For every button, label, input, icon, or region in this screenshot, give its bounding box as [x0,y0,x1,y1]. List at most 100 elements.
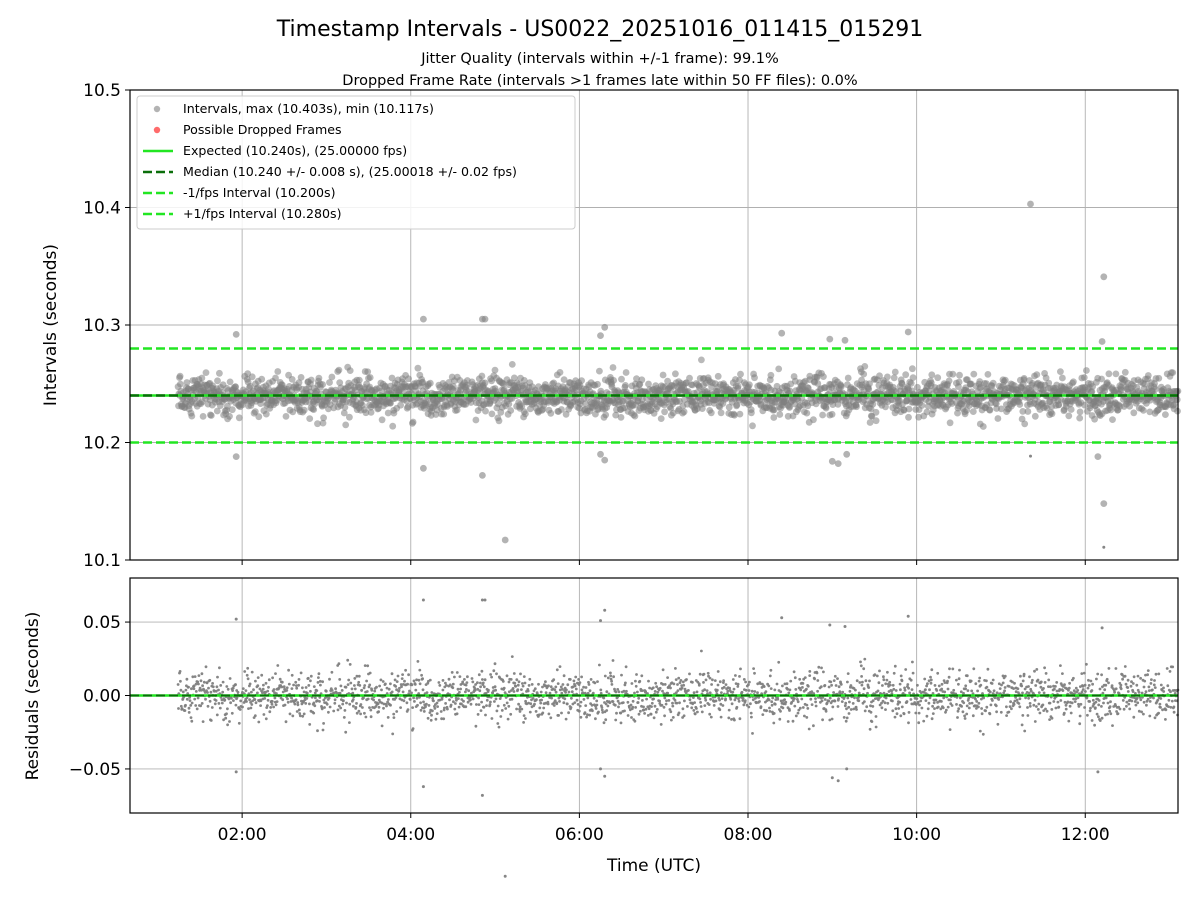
residual-point [964,687,967,691]
residual-point [239,699,243,703]
residual-point [966,689,970,692]
residual-point [505,701,509,705]
residual-point [687,689,690,692]
residual-point [555,668,559,672]
residual-point [819,685,823,689]
residual-point [600,706,604,709]
residual-point [995,710,998,714]
residual-point [517,702,520,706]
residual-point [322,722,325,725]
residual-point [471,680,475,684]
residual-point [975,707,978,710]
residual-point [253,698,257,701]
residual-point [524,717,527,720]
residual-point [1121,699,1125,702]
residual-point [309,674,313,678]
residual-point [952,688,956,692]
residual-point [1067,686,1071,690]
top-y-tick-label: 10.4 [83,199,121,219]
residual-point [810,703,814,706]
residual-point [785,682,789,686]
residual-point [845,716,849,720]
residual-point [673,698,677,702]
residual-point [932,701,936,705]
interval-point [1081,401,1088,409]
interval-point [928,371,936,379]
residual-point [436,705,439,708]
residual-point [1107,667,1111,670]
interval-point [865,385,873,393]
interval-point [255,413,263,421]
interval-point [1091,415,1098,423]
residual-point [1149,682,1153,685]
residual-point [1104,683,1108,687]
residual-point [1142,700,1146,704]
residual-point [705,689,709,692]
residual-point [918,703,921,707]
residual-point [456,687,460,691]
residual-point [1008,705,1012,708]
residual-point [794,688,798,691]
residual-point [477,696,480,700]
residual-point [547,684,550,688]
residual-point [736,685,740,688]
residual-point [685,678,688,681]
residual-point [1168,670,1172,673]
residual-point [641,689,644,692]
residual-point [1003,686,1007,689]
residual-point [564,691,567,694]
residual-point [602,696,606,700]
residual-point [389,682,392,686]
residual-point [511,687,515,690]
bottom-ticks: 02:00 04:00 06:00 08:00 10:00 12:000.050.00−0… [69,613,1110,845]
residual-point [360,688,364,692]
residual-point [692,696,695,699]
interval-point [213,407,221,415]
residual-point [410,691,413,695]
residual-point [1018,705,1022,709]
residual-point [1090,689,1094,692]
residual-point [907,721,910,725]
interval-point [736,410,744,418]
residual-point [561,687,564,691]
residual-point [1032,703,1036,707]
interval-point [882,403,889,411]
residual-point [315,689,319,692]
residual-point [846,680,849,684]
residual-point [490,675,493,679]
residual-point [962,701,966,705]
residual-point [256,691,259,695]
interval-point [518,403,526,410]
residual-point [314,696,317,700]
residual-point [321,680,324,684]
residual-point [309,689,312,693]
residual-point [1068,681,1071,685]
residual-point [469,702,473,706]
residual-point [464,705,468,709]
residual-point [704,678,708,682]
interval-point [872,408,880,416]
residual-point [590,703,594,707]
residual-point [1159,683,1163,687]
residual-point [977,679,981,683]
residual-point [747,689,751,692]
residual-point [558,700,561,703]
residual-point [413,683,417,686]
residual-point [1097,699,1101,702]
residual-point [377,705,381,709]
residual-point [1152,683,1156,687]
residual-point [693,712,697,716]
interval-point [828,410,836,418]
residual-point [1072,697,1075,701]
residual-point [407,673,410,677]
residual-point [779,690,783,694]
residual-point [718,708,722,712]
residual-point [611,659,615,662]
bottom-y-tick-label: 0.05 [83,613,121,633]
residual-point [679,679,683,682]
residual-point [927,679,931,683]
residual-point [227,697,231,701]
residual-point [1054,685,1057,688]
residual-point [857,699,861,703]
residual-point [1088,709,1092,713]
